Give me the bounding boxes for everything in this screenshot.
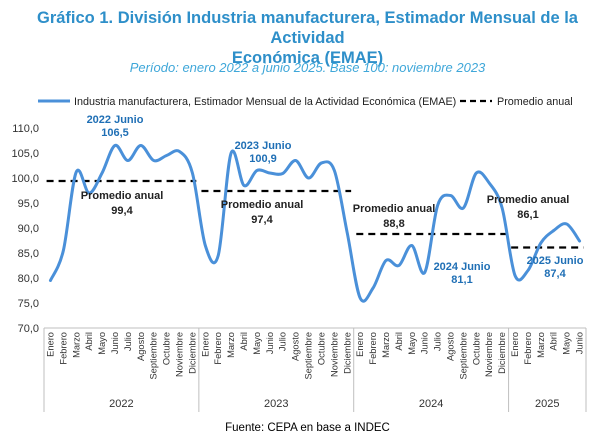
x-tick-label: Abril xyxy=(239,332,249,351)
x-tick-label: Agosto xyxy=(136,332,146,361)
x-tick-label: Junio xyxy=(110,332,120,354)
x-tick-label: Mayo xyxy=(97,332,107,355)
source-note: Fuente: CEPA en base a INDEC xyxy=(225,422,390,434)
series-line xyxy=(48,143,582,303)
point-annotation-label: 2025 Junio xyxy=(527,255,584,267)
x-tick-label: Junio xyxy=(265,332,275,354)
x-tick-label: Agosto xyxy=(446,332,456,361)
average-annotation-value: 97,4 xyxy=(251,214,273,226)
x-tick-label: Noviembre xyxy=(484,332,494,377)
x-tick-label: Octubre xyxy=(316,332,326,365)
y-tick-label: 85,0 xyxy=(18,248,39,260)
x-tick-label: Septiembre xyxy=(458,332,468,380)
x-tick-label: Junio xyxy=(420,332,430,354)
x-tick-label: Mayo xyxy=(562,332,572,355)
x-tick-label: Enero xyxy=(200,332,210,357)
average-annotation-label: Promedio anual xyxy=(221,199,304,211)
y-tick-label: 105,0 xyxy=(11,148,39,160)
y-tick-label: 100,0 xyxy=(11,173,39,185)
y-tick-label: 70,0 xyxy=(18,323,39,335)
average-annotation-value: 99,4 xyxy=(111,205,133,217)
legend-average-label: Promedio anual xyxy=(497,96,573,108)
point-annotation-value: 81,1 xyxy=(451,274,472,286)
line-chart: 110,0 105,0 100,0 95,0 90,0 85,0 80,0 75,0 70,0 E… xyxy=(11,96,587,412)
x-tick-label: Marzo xyxy=(71,332,81,358)
y-tick-label: 110,0 xyxy=(12,123,39,135)
chart-title-line1: Gráfico 1. División Industria manufactur… xyxy=(37,9,578,47)
year-label: 2023 xyxy=(264,398,288,410)
x-tick-label: Septiembre xyxy=(149,332,159,380)
average-annotation-label: Promedio anual xyxy=(487,194,570,206)
year-label: 2022 xyxy=(109,398,133,410)
x-tick-label: Febrero xyxy=(58,332,68,365)
y-tick-label: 75,0 xyxy=(18,298,39,310)
x-tick-label: Abril xyxy=(84,332,94,351)
x-tick-label: Enero xyxy=(510,332,520,357)
chart-title-line2: Económica (EMAE) xyxy=(231,49,384,67)
y-tick-label: 95,0 xyxy=(18,198,39,210)
x-tick-label: Febrero xyxy=(368,332,378,365)
x-tick-label: Abril xyxy=(549,332,559,351)
point-annotation-value: 87,4 xyxy=(544,268,566,280)
x-tick-label: Octubre xyxy=(162,332,172,365)
x-tick-label: Julio xyxy=(123,332,133,351)
point-annotation-value: 106,5 xyxy=(101,127,129,139)
x-tick-label: Mayo xyxy=(407,332,417,355)
x-tick-label: Julio xyxy=(433,332,443,351)
x-tick-label: Abril xyxy=(394,332,404,351)
x-tick-label: Septiembre xyxy=(304,332,314,380)
x-tick-label: Enero xyxy=(355,332,365,357)
x-tick-label: Marzo xyxy=(381,332,391,358)
year-label: 2025 xyxy=(535,398,559,410)
x-tick-label: Diciembre xyxy=(342,332,352,374)
x-tick-label: Marzo xyxy=(226,332,236,358)
x-tick-label: Febrero xyxy=(523,332,533,365)
y-tick-label: 90,0 xyxy=(18,223,39,235)
x-tick-label: Marzo xyxy=(536,332,546,358)
chart-title: Gráfico 1. División Industria manufactur… xyxy=(0,8,615,68)
point-annotation-label: 2023 Junio xyxy=(235,140,292,152)
point-annotation-label: 2024 Junio xyxy=(434,261,491,273)
x-tick-label: Mayo xyxy=(252,332,262,355)
x-tick-label: Enero xyxy=(45,332,55,357)
x-tick-label: Noviembre xyxy=(175,332,185,377)
average-annotation-label: Promedio anual xyxy=(81,190,164,202)
x-tick-label: Junio xyxy=(575,332,585,354)
y-tick-label: 80,0 xyxy=(18,273,39,285)
legend-series-label: Industria manufacturera, Estimador Mensu… xyxy=(74,96,456,108)
point-annotation-value: 100,9 xyxy=(249,153,277,165)
x-tick-label: Agosto xyxy=(291,332,301,361)
chart-subtitle: Período: enero 2022 a junio 2025. Base 1… xyxy=(129,60,486,75)
x-tick-label: Diciembre xyxy=(187,332,197,374)
x-tick-label: Noviembre xyxy=(329,332,339,377)
x-tick-label: Julio xyxy=(278,332,288,351)
x-tick-label: Febrero xyxy=(213,332,223,365)
average-annotation-value: 86,1 xyxy=(517,209,538,221)
x-tick-label: Octubre xyxy=(471,332,481,365)
x-tick-label: Diciembre xyxy=(497,332,507,374)
year-label: 2024 xyxy=(419,398,443,410)
average-annotation-value: 88,8 xyxy=(383,218,404,230)
point-annotation-label: 2022 Junio xyxy=(87,114,144,126)
average-annotation-label: Promedio anual xyxy=(353,203,436,215)
